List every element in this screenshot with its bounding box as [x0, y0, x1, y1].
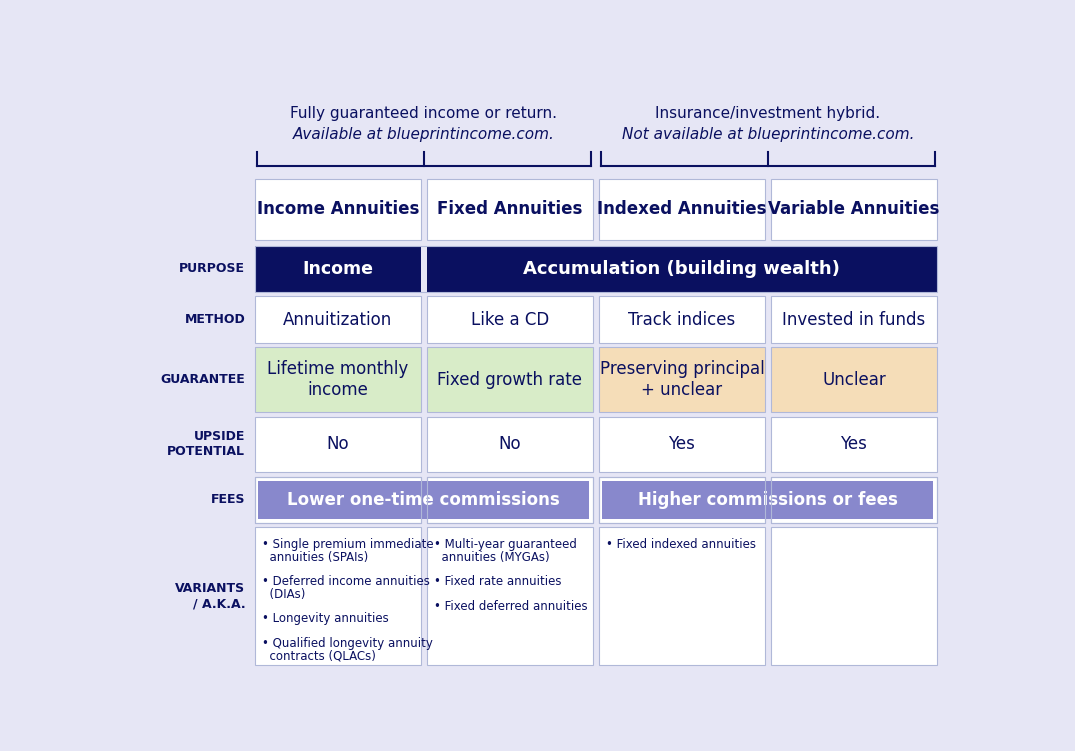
Text: • Longevity annuities: • Longevity annuities	[262, 612, 389, 625]
Bar	[255, 297, 421, 342]
Text: Annuitization: Annuitization	[283, 311, 392, 329]
Bar	[427, 527, 593, 665]
Text: Available at blueprintincome.com.: Available at blueprintincome.com.	[292, 127, 555, 142]
Bar	[427, 477, 593, 523]
Bar	[771, 477, 937, 523]
Bar	[255, 246, 937, 292]
Bar	[771, 297, 937, 342]
Text: Preserving principal
+ unclear: Preserving principal + unclear	[600, 360, 764, 399]
Bar	[599, 417, 765, 472]
Text: METHOD: METHOD	[185, 313, 245, 326]
Bar	[771, 417, 937, 472]
Text: • Multi-year guaranteed: • Multi-year guaranteed	[434, 538, 577, 551]
Text: Yes: Yes	[669, 436, 696, 454]
Text: Fixed Annuities: Fixed Annuities	[438, 201, 583, 219]
Bar	[427, 297, 593, 342]
Text: Income: Income	[302, 260, 373, 278]
Text: GUARANTEE: GUARANTEE	[160, 373, 245, 386]
Text: Accumulation (building wealth): Accumulation (building wealth)	[524, 260, 841, 278]
Text: Lower one-time commissions: Lower one-time commissions	[287, 490, 560, 508]
Bar	[427, 477, 593, 523]
Text: annuities (MYGAs): annuities (MYGAs)	[434, 550, 550, 563]
Bar	[255, 417, 421, 472]
Text: Yes: Yes	[841, 436, 868, 454]
Bar	[427, 347, 593, 412]
Bar	[255, 477, 421, 523]
Bar	[255, 246, 421, 292]
Text: Higher commissions or fees: Higher commissions or fees	[637, 490, 898, 508]
Text: • Fixed rate annuities: • Fixed rate annuities	[434, 575, 562, 588]
Bar	[258, 481, 589, 519]
Bar	[599, 477, 765, 523]
Text: Variable Annuities: Variable Annuities	[769, 201, 940, 219]
Text: • Fixed indexed annuities: • Fixed indexed annuities	[606, 538, 757, 551]
Text: (DIAs): (DIAs)	[262, 587, 305, 601]
Text: VARIANTS
/ A.K.A.: VARIANTS / A.K.A.	[175, 582, 245, 610]
Text: Income Annuities: Income Annuities	[257, 201, 419, 219]
Text: contracts (QLACs): contracts (QLACs)	[262, 649, 376, 662]
Text: • Fixed deferred annuities: • Fixed deferred annuities	[434, 600, 588, 613]
Bar	[771, 477, 937, 523]
Text: No: No	[327, 436, 349, 454]
Bar	[599, 179, 765, 240]
Text: Invested in funds: Invested in funds	[783, 311, 926, 329]
Bar	[599, 477, 765, 523]
Text: Indexed Annuities: Indexed Annuities	[598, 201, 766, 219]
Text: Insurance/investment hybrid.: Insurance/investment hybrid.	[656, 106, 880, 121]
Text: Unclear: Unclear	[822, 371, 886, 388]
Bar	[599, 347, 765, 412]
Bar	[255, 347, 421, 412]
Bar	[427, 417, 593, 472]
Bar	[602, 481, 933, 519]
Bar	[427, 179, 593, 240]
Text: UPSIDE
POTENTIAL: UPSIDE POTENTIAL	[168, 430, 245, 458]
Text: annuities (SPAIs): annuities (SPAIs)	[262, 550, 369, 563]
Bar	[255, 527, 421, 665]
Text: Lifetime monthly
income: Lifetime monthly income	[268, 360, 408, 399]
Text: Track indices: Track indices	[628, 311, 735, 329]
Text: PURPOSE: PURPOSE	[180, 262, 245, 276]
Text: Like a CD: Like a CD	[471, 311, 549, 329]
Bar	[427, 246, 937, 292]
Bar	[771, 347, 937, 412]
Text: FEES: FEES	[211, 493, 245, 506]
Bar	[599, 297, 765, 342]
Bar	[771, 179, 937, 240]
Text: Fixed growth rate: Fixed growth rate	[438, 371, 583, 388]
Text: • Qualified longevity annuity: • Qualified longevity annuity	[262, 637, 433, 650]
Text: No: No	[499, 436, 521, 454]
Text: • Single premium immediate: • Single premium immediate	[262, 538, 434, 551]
Text: Fully guaranteed income or return.: Fully guaranteed income or return.	[290, 106, 557, 121]
Bar	[255, 179, 421, 240]
Bar	[771, 527, 937, 665]
Bar	[599, 527, 765, 665]
Text: Not available at blueprintincome.com.: Not available at blueprintincome.com.	[621, 127, 914, 142]
Bar	[255, 477, 421, 523]
Text: • Deferred income annuities: • Deferred income annuities	[262, 575, 430, 588]
